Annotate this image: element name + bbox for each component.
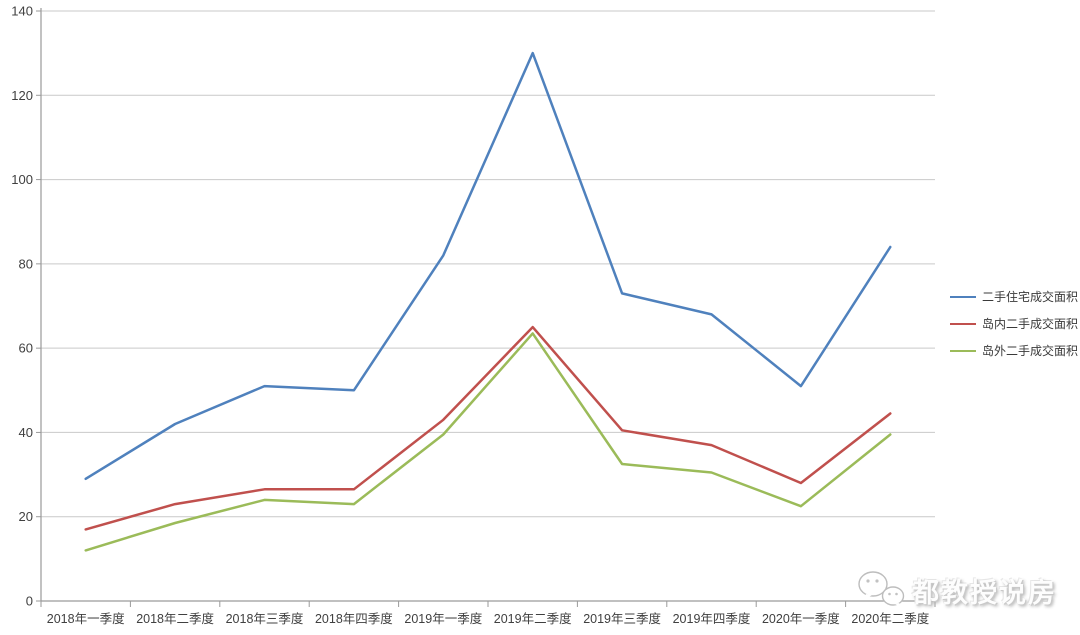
legend-label: 岛内二手成交面积 (982, 317, 1079, 331)
legend: 二手住宅成交面积 岛内二手成交面积 岛外二手成交面积 (950, 288, 1078, 359)
y-tick-label: 120 (11, 88, 33, 103)
legend-item: 二手住宅成交面积 (950, 288, 1078, 305)
x-tick-label: 2020年二季度 (851, 611, 929, 626)
x-tick-label: 2018年二季度 (136, 611, 214, 626)
series-line-2 (84, 332, 892, 552)
y-tick-label: 0 (26, 594, 33, 609)
legend-item: 岛内二手成交面积 (950, 315, 1078, 332)
legend-line-swatch (950, 295, 976, 298)
legend-item: 岛外二手成交面积 (950, 342, 1078, 359)
legend-label: 岛外二手成交面积 (982, 344, 1079, 358)
series-line-1 (84, 325, 892, 531)
series-line-0 (84, 51, 892, 481)
x-tick-label: 2019年一季度 (404, 611, 482, 626)
y-tick-label: 60 (19, 341, 33, 356)
x-tick-label: 2019年三季度 (583, 611, 661, 626)
x-tick-label: 2020年一季度 (762, 611, 840, 626)
y-tick-label: 100 (11, 172, 33, 187)
legend-line-swatch (950, 349, 976, 352)
x-tick-label: 2018年三季度 (226, 611, 304, 626)
y-tick-label: 40 (19, 425, 33, 440)
x-tick-label: 2018年四季度 (315, 611, 393, 626)
legend-line-swatch (950, 322, 976, 325)
legend-label: 二手住宅成交面积 (982, 290, 1079, 304)
x-tick-label: 2019年四季度 (673, 611, 751, 626)
y-tick-label: 80 (19, 256, 33, 271)
y-tick-label: 140 (11, 4, 33, 19)
x-tick-label: 2019年二季度 (494, 611, 572, 626)
x-tick-label: 2018年一季度 (47, 611, 125, 626)
y-tick-label: 20 (19, 509, 33, 524)
